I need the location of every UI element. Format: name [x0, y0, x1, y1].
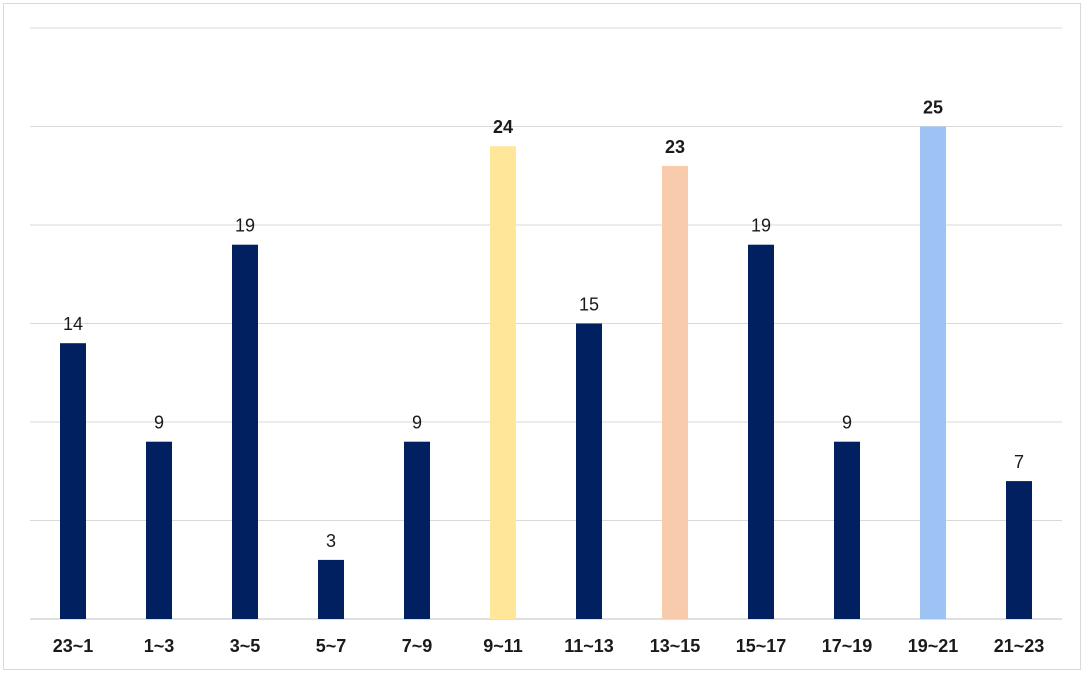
x-tick-label: 19~21 [908, 636, 959, 656]
bar-19~21 [920, 126, 946, 619]
x-tick-label: 3~5 [230, 636, 261, 656]
bar-5~7 [318, 559, 344, 619]
bar-21~23 [1006, 481, 1032, 619]
bar-3~5 [232, 244, 258, 619]
bar-9~11 [490, 146, 516, 619]
data-label: 3 [326, 531, 336, 551]
data-label: 19 [751, 216, 771, 236]
x-tick-label: 9~11 [483, 636, 523, 656]
bar-15~17 [748, 244, 774, 619]
data-label: 24 [493, 117, 513, 137]
bar-13~15 [662, 165, 688, 619]
data-label: 25 [923, 98, 943, 118]
bar-1~3 [146, 441, 172, 619]
data-label: 7 [1014, 452, 1024, 472]
data-label: 9 [842, 413, 852, 433]
data-label: 14 [63, 314, 83, 334]
bars [60, 126, 1032, 619]
x-tick-label: 7~9 [402, 636, 433, 656]
bar-11~13 [576, 323, 602, 619]
data-label: 23 [665, 137, 685, 157]
data-labels: 14 9 19 3 9 24 15 23 19 9 25 7 [63, 98, 1024, 551]
x-tick-label: 13~15 [650, 636, 701, 656]
data-label: 19 [235, 216, 255, 236]
data-label: 15 [579, 295, 599, 315]
gridlines [30, 27, 1062, 620]
bar-23~1 [60, 343, 86, 619]
x-tick-labels: 23~1 1~3 3~5 5~7 7~9 9~11 11~13 13~15 15~17 17~19… [53, 636, 1045, 656]
x-tick-label: 15~17 [736, 636, 787, 656]
data-label: 9 [412, 413, 422, 433]
bar-7~9 [404, 441, 430, 619]
x-tick-label: 11~13 [564, 636, 614, 656]
x-tick-label: 5~7 [316, 636, 347, 656]
x-tick-label: 21~23 [994, 636, 1045, 656]
chart-frame [3, 3, 1081, 670]
bar-17~19 [834, 441, 860, 619]
data-label: 9 [154, 413, 164, 433]
x-tick-label: 1~3 [144, 636, 175, 656]
x-tick-label: 17~19 [822, 636, 873, 656]
x-tick-label: 23~1 [53, 636, 94, 656]
